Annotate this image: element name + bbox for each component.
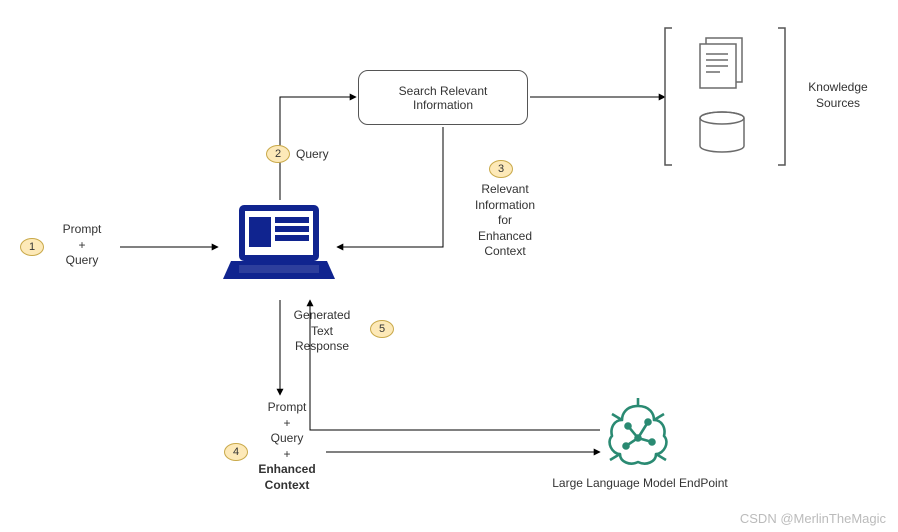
step-5-badge: 5 [370,320,394,338]
llm-label: Large Language Model EndPoint [540,476,740,492]
search-node: Search RelevantInformation [358,70,528,125]
step-3-badge: 3 [489,160,513,178]
generated-label: GeneratedTextResponse [282,308,362,355]
enhanced-prompt-label: Prompt+Query+ EnhancedContext [252,400,322,494]
laptop-icon [223,205,335,279]
enhanced-prompt-bold: EnhancedContext [258,462,315,492]
prompt-query-label: Prompt+Query [52,222,112,269]
query-label: Query [296,147,346,163]
step-1-badge: 1 [20,238,44,256]
watermark: CSDN @MerlinTheMagic [740,511,886,526]
knowledge-sources-label: KnowledgeSources [798,80,878,111]
documents-icon [700,38,742,88]
step-4-badge: 4 [224,443,248,461]
brain-circuit-icon [610,398,667,464]
enhanced-prompt-plain: Prompt+Query+ [268,400,307,461]
search-node-label: Search RelevantInformation [399,84,488,112]
database-icon [700,112,744,152]
step-2-badge: 2 [266,145,290,163]
relevant-label: RelevantInformationforEnhancedContext [460,182,550,260]
